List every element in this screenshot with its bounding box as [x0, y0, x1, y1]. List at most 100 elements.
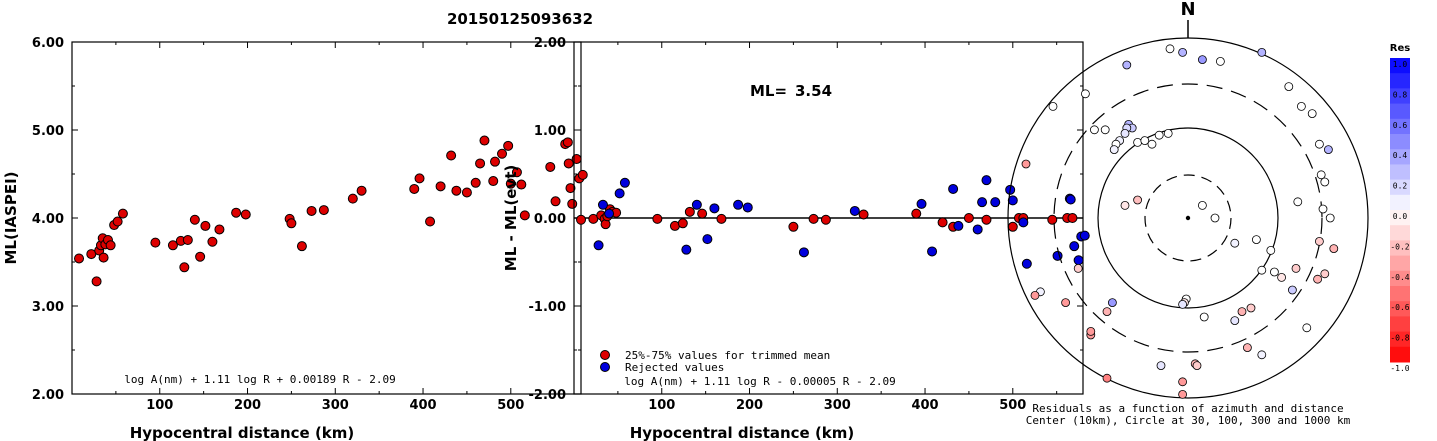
residual-point [1246, 303, 1256, 313]
left-formula-annotation: log A(nm) + 1.11 log R + 0.00189 R - 2.0… [124, 373, 396, 386]
x-tick-label: 300 [322, 398, 349, 413]
x-tick-label: 500 [497, 398, 524, 413]
ring-100km [1097, 127, 1279, 309]
data-point [1069, 241, 1080, 252]
residual-point [1318, 204, 1328, 214]
data-point [425, 216, 436, 227]
middle-y-axis-label: ML - ML(evt) [502, 165, 520, 271]
data-point [981, 175, 992, 186]
residual-point [1178, 48, 1187, 57]
colorbar-cell [1390, 134, 1410, 150]
colorbar-cell [1390, 240, 1410, 257]
y-tick-label: 2.00 [534, 36, 566, 51]
data-point [1065, 194, 1076, 205]
residual-point [1237, 307, 1247, 317]
residual-point [1178, 389, 1187, 399]
legend-label-trimmed-mean: 25%-75% values for trimmed mean [625, 349, 830, 362]
residual-point [1192, 361, 1202, 371]
middle-formula-annotation: log A(nm) + 1.11 log R - 0.00005 R - 2.0… [624, 375, 896, 388]
left-x-axis-label: Hypocentral distance (km) [130, 424, 355, 441]
residual-point [1284, 82, 1294, 91]
residual-point [1293, 197, 1303, 207]
colorbar-cell [1390, 73, 1410, 89]
residual-point [1122, 60, 1132, 70]
data-point [503, 140, 514, 151]
data-point [545, 161, 556, 172]
colorbar-cell [1390, 301, 1410, 317]
data-point [963, 213, 974, 223]
data-point [677, 218, 688, 229]
colorbar-cell [1390, 316, 1410, 333]
data-point [733, 199, 744, 210]
y-tick-label: 1.00 [534, 124, 566, 139]
residual-point [1324, 145, 1333, 155]
residual-point [1108, 298, 1117, 308]
data-point [511, 167, 522, 178]
data-point [562, 137, 573, 148]
ml-label: ML= [750, 82, 787, 100]
polar-caption-line1: Residuals as a function of azimuth and d… [1032, 402, 1343, 415]
data-point [409, 183, 420, 194]
middle-axis-ticks: 100 200 300 400 500 -2.00 -1.00 0.00 1.00 2.00 [529, 36, 1083, 413]
data-point [820, 214, 831, 225]
data-point [927, 246, 938, 257]
residual-point [1291, 263, 1301, 273]
data-point [716, 213, 727, 224]
residual-point [1100, 125, 1110, 135]
ring-300km [1053, 83, 1323, 353]
residual-point [1230, 238, 1240, 248]
data-point [470, 177, 481, 188]
y-tick-label: -1.00 [529, 300, 566, 315]
data-point [306, 205, 317, 216]
y-tick-label: 0.00 [534, 212, 566, 227]
residual-point [1252, 235, 1261, 245]
data-point [576, 214, 587, 225]
middle-data-points [576, 175, 1090, 269]
data-point [505, 178, 516, 189]
data-point [563, 158, 574, 169]
north-label: N [1180, 0, 1195, 20]
data-point [207, 236, 218, 247]
data-point [597, 199, 608, 210]
data-point [577, 169, 588, 180]
residual-colorbar: Res 1.0 0.8 0.6 0.4 0.2 0.0 -0.2 -0.4 -0.6 -0.8 -1… [1390, 43, 1410, 373]
data-point [461, 187, 472, 198]
residual-point [1316, 170, 1326, 180]
colorbar-cell [1390, 118, 1410, 135]
data-point [112, 216, 123, 227]
middle-legend: 25%-75% values for trimmed mean Rejected… [600, 349, 830, 374]
data-point [981, 214, 992, 225]
residual-point [1313, 274, 1322, 284]
data-point [479, 135, 490, 146]
data-point [619, 177, 630, 188]
residual-point [1315, 139, 1324, 149]
data-point [652, 213, 663, 224]
residual-point [1156, 361, 1166, 371]
data-point [74, 253, 85, 264]
ml-value: 3.54 [795, 82, 832, 100]
residual-point [1315, 236, 1324, 246]
y-tick-label: 6.00 [32, 36, 64, 51]
data-point [972, 224, 983, 235]
data-point [347, 193, 358, 204]
x-tick-label: 200 [234, 398, 261, 413]
polar-caption-line2: Center (10km), Circle at 30, 100, 300 an… [1026, 414, 1351, 427]
x-tick-label: 400 [911, 398, 938, 413]
data-point [604, 208, 615, 219]
polar-residual-points [1021, 44, 1339, 399]
residual-point [1086, 326, 1096, 336]
data-point [214, 224, 225, 235]
colorbar-cell [1390, 270, 1410, 287]
colorbar-cell [1390, 331, 1410, 348]
colorbar-tick-label: 1.0 [1393, 60, 1408, 69]
data-point [1007, 221, 1018, 232]
colorbar-cell [1390, 164, 1410, 181]
data-point [240, 209, 251, 220]
data-point [1018, 217, 1029, 228]
data-point [446, 150, 457, 161]
data-point [435, 181, 446, 192]
data-point [414, 173, 425, 184]
data-point [977, 197, 988, 208]
residual-point [1163, 128, 1173, 138]
residual-point [1021, 159, 1031, 169]
